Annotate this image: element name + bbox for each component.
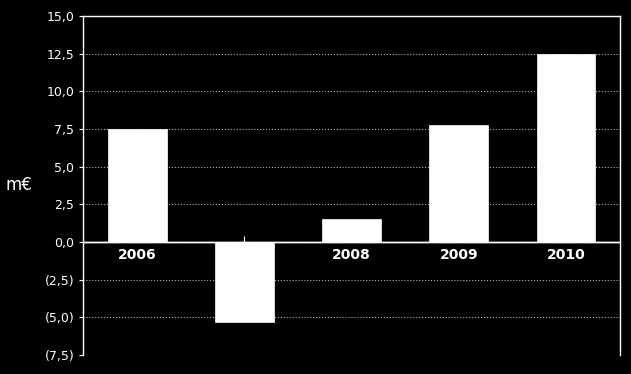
Bar [322,220,381,242]
Bar [536,54,596,242]
Y-axis label: m€: m€ [6,177,32,194]
Bar [429,125,488,242]
Bar [108,129,167,242]
Bar [215,242,274,322]
